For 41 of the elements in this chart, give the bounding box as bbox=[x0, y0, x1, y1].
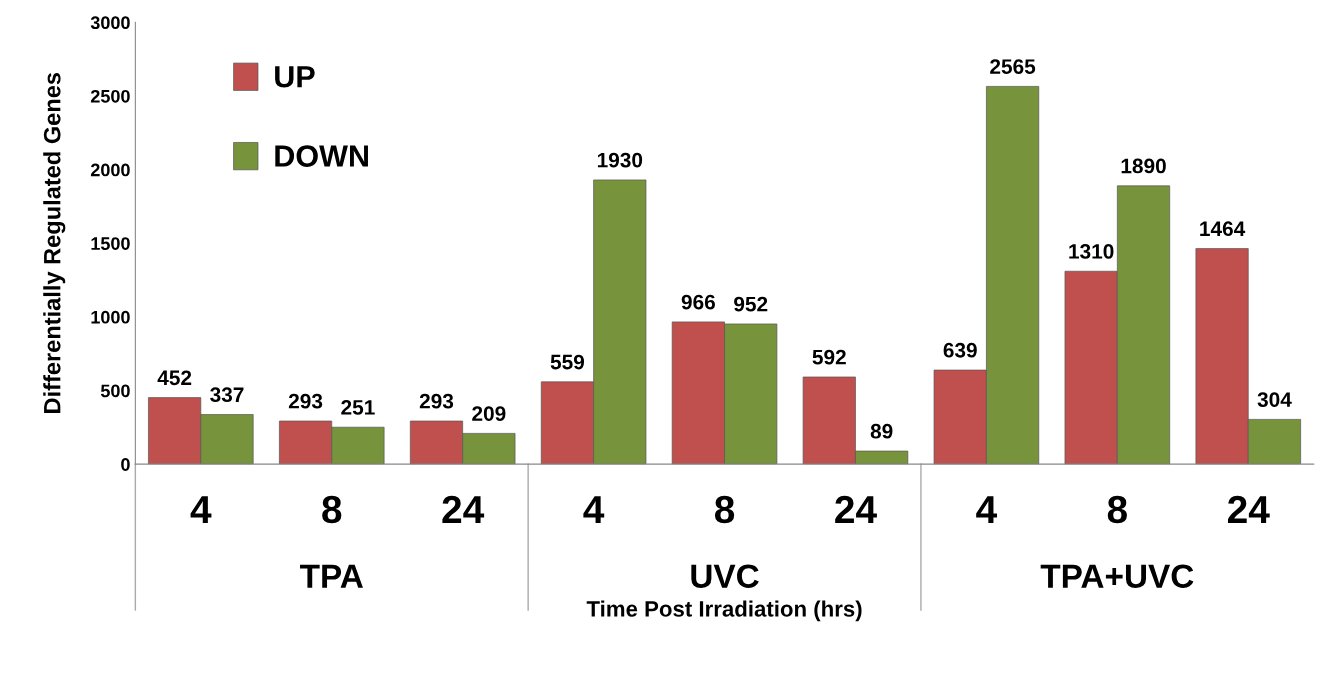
x-tick-label: 8 bbox=[714, 495, 735, 524]
data-label: 592 bbox=[812, 349, 846, 365]
text: TPA bbox=[300, 564, 363, 588]
data-label: 452 bbox=[157, 370, 192, 386]
data-label: 1890 bbox=[1121, 158, 1166, 174]
data-label: 639 bbox=[943, 342, 977, 358]
data-label: 2565 bbox=[990, 59, 1036, 74]
data-label: 337 bbox=[210, 387, 244, 403]
y-tick-label: 2000 bbox=[90, 163, 130, 177]
data-label: 251 bbox=[341, 400, 375, 415]
data-label: 209 bbox=[472, 406, 506, 421]
data-label: 293 bbox=[288, 393, 323, 409]
data-label: 1930 bbox=[597, 152, 643, 168]
x-tick-label: 4 bbox=[190, 496, 212, 523]
x-tick-label: 8 bbox=[322, 495, 342, 524]
y-axis-title: Differentially Regulated Genes bbox=[43, 72, 66, 413]
x-tick-label: 4 bbox=[583, 496, 605, 523]
legend-label: DOWN bbox=[275, 145, 368, 167]
x-tick-label: 24 bbox=[835, 495, 877, 523]
x-tick-label: 4 bbox=[976, 496, 998, 523]
data-label: 1464 bbox=[1200, 221, 1246, 237]
data-label: 952 bbox=[734, 296, 768, 312]
text: UVC bbox=[691, 564, 759, 588]
text: TPA+UVC bbox=[1040, 564, 1194, 588]
y-tick-label: 2500 bbox=[90, 89, 130, 103]
data-label: 966 bbox=[681, 294, 715, 310]
data-label: 293 bbox=[419, 393, 454, 409]
x-tick-label: 8 bbox=[1107, 495, 1127, 524]
x-tick-label: 24 bbox=[442, 495, 485, 523]
y-tick-label: 1500 bbox=[91, 237, 130, 250]
data-label: 304 bbox=[1257, 392, 1292, 407]
legend-label: UP bbox=[275, 66, 315, 88]
data-label: 1310 bbox=[1069, 244, 1114, 259]
y-tick-label: 500 bbox=[100, 384, 130, 398]
y-tick-label: 1000 bbox=[91, 310, 130, 324]
data-label: 89 bbox=[870, 423, 893, 439]
data-label: 559 bbox=[550, 354, 585, 370]
x-axis-title: Time Post Irradiation (hrs) bbox=[586, 600, 862, 622]
x-tick-label: 24 bbox=[1227, 495, 1270, 523]
y-tick-label: 0 bbox=[121, 458, 130, 471]
y-tick-label: 3000 bbox=[90, 16, 130, 30]
